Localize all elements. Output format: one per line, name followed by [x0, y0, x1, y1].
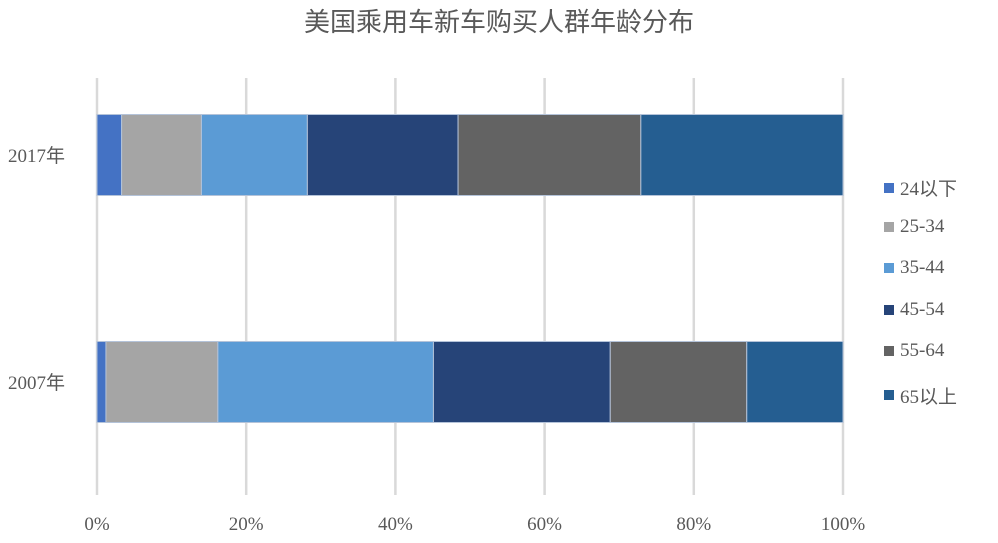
legend-item: 24以下 [884, 174, 957, 201]
bar-segment-24以下 [96, 341, 107, 423]
x-tick-label: 80% [676, 514, 711, 535]
bar-segment-65以上 [640, 114, 844, 196]
legend-item: 55-64 [884, 340, 944, 362]
bar-segment-35-44 [217, 341, 434, 423]
bar-segment-25-34 [105, 341, 219, 423]
legend-label: 25-34 [900, 215, 945, 237]
legend-label: 24以下 [900, 179, 958, 200]
bar-segment-65以上 [746, 341, 844, 423]
x-tick-label: 20% [229, 514, 264, 535]
y-category-label: 2007年 [8, 372, 65, 394]
legend-swatch [884, 263, 894, 273]
legend-item: 45-54 [884, 299, 944, 321]
legend-swatch [884, 304, 894, 315]
bar-segment-45-54 [306, 114, 459, 196]
legend-label: 45-54 [900, 298, 945, 320]
legend-item: 65以上 [884, 382, 957, 409]
x-tick-label: 0% [84, 514, 110, 535]
legend-swatch [884, 221, 894, 232]
legend-label: 55-64 [900, 340, 945, 361]
bar-segment-35-44 [200, 114, 308, 196]
legend-label: 35-44 [900, 257, 945, 278]
legend-label: 65以上 [900, 386, 958, 408]
legend-item: 35-44 [884, 257, 944, 279]
bar-segment-55-64 [609, 341, 748, 423]
x-tick-label: 60% [527, 514, 562, 535]
legend-swatch [884, 182, 894, 193]
legend-swatch [884, 390, 894, 400]
bar-segment-24以下 [96, 114, 123, 196]
bar-segment-25-34 [121, 114, 202, 196]
x-tick-label: 100% [821, 514, 866, 535]
bar-segment-55-64 [457, 114, 642, 196]
bar-segment-45-54 [432, 341, 611, 423]
legend-swatch [884, 346, 894, 356]
legend-item: 25-34 [884, 216, 944, 238]
x-tick-label: 40% [378, 514, 413, 535]
chart-title: 美国乘用车新车购买人群年龄分布 [303, 8, 694, 37]
y-category-label: 2017年 [8, 145, 65, 167]
